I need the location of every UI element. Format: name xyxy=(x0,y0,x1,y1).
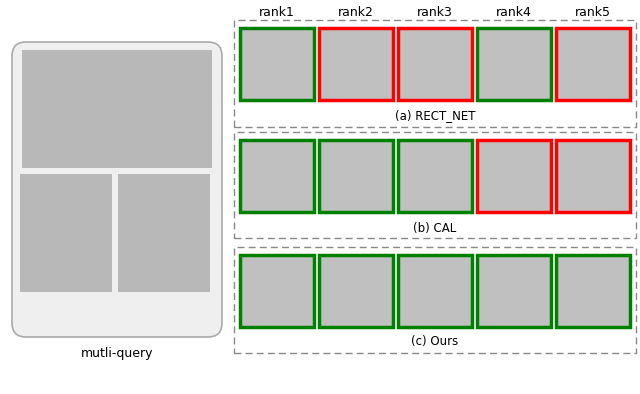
Bar xyxy=(319,28,393,100)
Bar xyxy=(477,255,551,327)
Text: rank4: rank4 xyxy=(496,6,532,19)
Text: rank2: rank2 xyxy=(338,6,374,19)
Bar xyxy=(22,50,212,168)
Bar xyxy=(240,255,314,327)
Bar xyxy=(398,28,472,100)
Bar xyxy=(234,247,636,353)
Bar xyxy=(398,28,472,100)
Bar xyxy=(319,140,393,212)
Bar xyxy=(477,140,551,212)
Bar xyxy=(556,140,630,212)
Text: rank1: rank1 xyxy=(259,6,295,19)
Bar xyxy=(234,20,636,127)
Text: rank3: rank3 xyxy=(417,6,453,19)
Bar xyxy=(240,28,314,100)
Bar xyxy=(240,140,314,212)
Bar xyxy=(234,132,636,238)
Bar xyxy=(556,255,630,327)
Bar xyxy=(556,28,630,100)
Bar xyxy=(477,28,551,100)
Bar xyxy=(319,28,393,100)
Bar xyxy=(398,140,472,212)
Bar xyxy=(319,140,393,212)
Bar xyxy=(398,255,472,327)
Bar xyxy=(319,255,393,327)
Bar xyxy=(20,174,112,292)
Text: (c) Ours: (c) Ours xyxy=(412,336,459,349)
FancyBboxPatch shape xyxy=(12,42,222,337)
Bar xyxy=(118,174,210,292)
Bar xyxy=(477,28,551,100)
Text: (b) CAL: (b) CAL xyxy=(413,221,456,234)
Bar xyxy=(240,255,314,327)
Text: rank5: rank5 xyxy=(575,6,611,19)
Text: (a) RECT_NET: (a) RECT_NET xyxy=(395,110,476,123)
Bar xyxy=(556,140,630,212)
Bar xyxy=(398,140,472,212)
Bar xyxy=(319,255,393,327)
Bar xyxy=(240,140,314,212)
Bar xyxy=(240,28,314,100)
Bar xyxy=(477,255,551,327)
Bar xyxy=(556,28,630,100)
Text: mutli-query: mutli-query xyxy=(81,346,153,359)
Bar xyxy=(556,255,630,327)
Bar xyxy=(398,255,472,327)
Bar xyxy=(477,140,551,212)
